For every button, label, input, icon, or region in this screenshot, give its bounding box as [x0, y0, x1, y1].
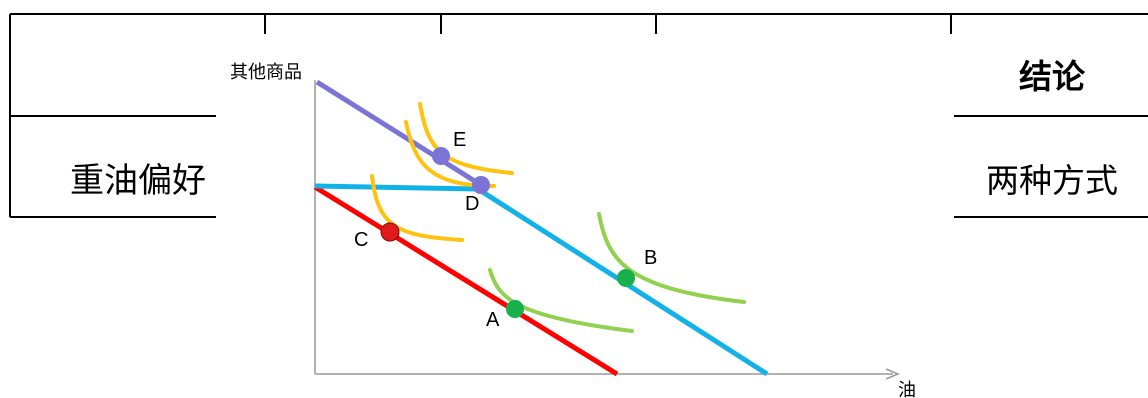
y-axis-label: 其他商品 [230, 62, 302, 83]
point-b-marker [617, 269, 635, 287]
conclusion-value: 两种方式 [986, 161, 1118, 200]
point-a-marker [506, 300, 524, 318]
point-a-label: A [486, 309, 500, 331]
point-e-marker [432, 147, 450, 165]
table-grid [9, 13, 1148, 218]
point-b-label: B [644, 247, 657, 269]
x-axis-arrow-icon [885, 368, 900, 380]
point-c-label: C [354, 229, 368, 251]
row-label-heavy-oil-preference: 重油偏好 [70, 161, 206, 201]
point-d-label: D [465, 193, 479, 215]
indifference-curve-b [597, 212, 746, 304]
indifference-curves [370, 102, 746, 333]
axes [314, 80, 900, 380]
budget-line-blue [314, 183, 479, 192]
budget-line-red [313, 184, 619, 377]
x-axis-label: 油 [898, 380, 916, 398]
point-c-marker [380, 222, 400, 242]
conclusion-header: 结论 [1019, 57, 1086, 96]
point-e-label: E [453, 129, 466, 151]
indifference-curve-a [488, 268, 634, 333]
point-d-marker [472, 176, 490, 194]
budget-line-purple [315, 79, 483, 188]
